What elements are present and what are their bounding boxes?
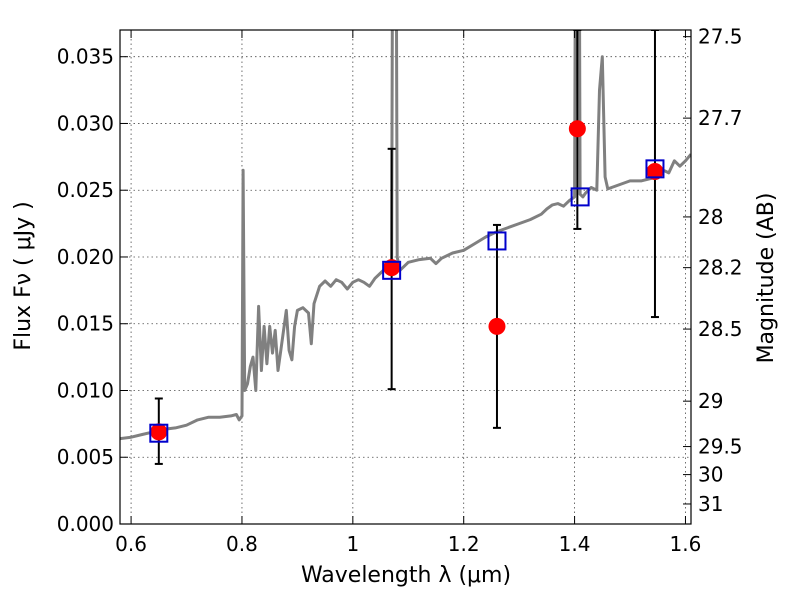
y-tick-label: 0.025 [57,178,114,202]
observed-point [488,317,506,335]
x-tick-label: 0.6 [115,532,147,556]
right-tick-label: 27.7 [698,106,743,130]
right-tick-label: 28.2 [698,256,743,280]
grid [120,30,691,525]
y-tick-label: 0.020 [57,245,114,269]
model-point [645,159,665,179]
right-tick-label: 28 [698,205,723,229]
y-tick-label: 0.005 [57,445,114,469]
y-tick-label: 0.030 [57,111,114,135]
right-tick-label: 30 [698,463,723,487]
spectrum-line [120,30,691,441]
x-tick-label: 1 [346,532,359,556]
y-tick-label: 0.015 [57,312,114,336]
x-tick-label: 1.6 [670,532,702,556]
right-tick-label: 29.5 [698,435,743,459]
observed-point [150,423,168,441]
y-tick-label: 0.010 [57,378,114,402]
right-tick-label: 28.5 [698,317,743,341]
plot-frame [119,29,692,525]
right-tick-label: 31 [698,492,723,516]
right-tick-label: 27.5 [698,25,743,49]
y-tick-label: 0.035 [57,45,114,69]
model-point [149,423,169,443]
model-point [487,231,507,251]
x-tick-label: 1.4 [559,532,591,556]
right-axis-label: Magnitude (AB) [754,193,779,364]
x-tick-label: 1.2 [448,532,480,556]
y-axis-label: Flux Fν ( μJy ) [11,201,36,350]
tick-layer: 0.6 0.8 1 1.2 1.4 1.6 0.000 0.005 0.010 0.015 0.02… [57,25,743,556]
spectrum-layer [120,30,691,441]
x-tick-label: 0.8 [226,532,258,556]
right-tick-label: 29 [698,389,723,413]
model-point [570,187,590,207]
x-axis-label: Wavelength λ (μm) [301,563,511,588]
model-point [382,260,402,280]
observed-point [568,120,586,138]
errorbar-layer [154,30,659,465]
y-tick-label: 0.000 [57,512,114,536]
marker-layer [149,120,665,443]
